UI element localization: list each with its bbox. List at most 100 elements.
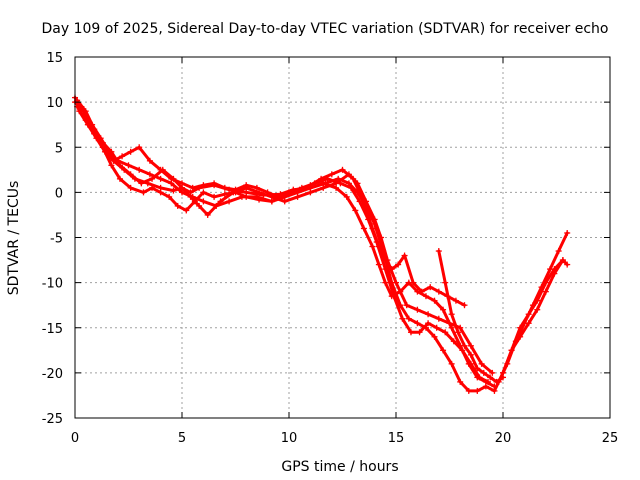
data-point — [221, 191, 228, 198]
data-point — [474, 387, 481, 394]
data-point — [200, 182, 207, 189]
data-point — [369, 243, 376, 250]
y-tick-label: 0 — [55, 186, 63, 201]
data-point — [91, 126, 98, 133]
data-point — [200, 198, 207, 205]
data-point — [318, 175, 325, 182]
y-tick-label: 5 — [55, 141, 63, 156]
data-point — [480, 369, 487, 376]
x-tick-label: 20 — [495, 431, 512, 446]
data-point — [307, 182, 314, 189]
data-point — [116, 175, 123, 182]
data-point — [416, 329, 423, 336]
data-point — [465, 360, 472, 367]
data-point — [76, 108, 83, 115]
series-track-1 — [72, 94, 566, 394]
data-point — [446, 320, 453, 327]
x-tick-label: 25 — [602, 431, 619, 446]
data-point — [82, 108, 89, 115]
data-point — [388, 293, 395, 300]
data-point — [243, 184, 250, 191]
data-point — [256, 196, 263, 203]
series-line — [77, 109, 466, 307]
data-point — [99, 139, 106, 146]
data-point — [440, 306, 447, 313]
series-track-2 — [72, 99, 492, 385]
data-point — [551, 266, 558, 273]
series-track-4 — [76, 108, 468, 309]
series-track-5 — [74, 97, 496, 376]
data-point — [354, 180, 361, 187]
data-point — [422, 293, 429, 300]
data-point — [196, 202, 203, 209]
data-point — [204, 211, 211, 218]
data-point — [375, 243, 382, 250]
data-point — [525, 311, 532, 318]
series-track-8 — [500, 257, 571, 376]
data-point — [281, 198, 288, 205]
data-point — [352, 207, 359, 214]
data-point — [183, 207, 190, 214]
data-point — [442, 329, 449, 336]
data-point — [399, 315, 406, 322]
data-point — [345, 171, 352, 178]
series-track-3 — [74, 103, 498, 390]
data-point — [157, 189, 164, 196]
data-point — [127, 171, 134, 178]
x-axis-ticks: 0 5 10 15 20 25 — [71, 57, 618, 446]
data-point — [448, 360, 455, 367]
x-axis-label: GPS time / hours — [281, 459, 398, 475]
x-tick-label: 10 — [281, 431, 298, 446]
data-point — [339, 166, 346, 173]
data-point — [534, 297, 541, 304]
y-tick-label: -25 — [42, 412, 63, 427]
data-point — [431, 297, 438, 304]
data-point — [211, 180, 218, 187]
data-point — [138, 180, 145, 187]
data-point — [414, 306, 421, 313]
data-point — [127, 148, 134, 155]
data-point — [343, 193, 350, 200]
data-point — [116, 162, 123, 169]
data-point — [448, 311, 455, 318]
data-point — [425, 320, 432, 327]
data-point — [140, 189, 147, 196]
data-point — [146, 171, 153, 178]
data-point — [108, 162, 115, 169]
data-point — [268, 193, 275, 200]
data-point — [360, 225, 367, 232]
data-point — [427, 284, 434, 291]
data-point — [211, 193, 218, 200]
data-point — [433, 324, 440, 331]
x-tick-label: 0 — [71, 431, 79, 446]
data-point — [465, 387, 472, 394]
data-point — [296, 186, 303, 193]
data-point — [378, 234, 385, 241]
data-point — [127, 184, 134, 191]
data-point — [487, 374, 494, 381]
data-point — [467, 351, 474, 358]
data-point — [226, 198, 233, 205]
data-point — [414, 320, 421, 327]
data-point — [363, 198, 370, 205]
data-point — [136, 144, 143, 151]
data-point — [294, 193, 301, 200]
data-point — [542, 279, 549, 286]
data-point — [425, 311, 432, 318]
data-point — [189, 184, 196, 191]
data-point — [243, 193, 250, 200]
data-point — [467, 342, 474, 349]
data-point — [555, 248, 562, 255]
chart-title: Day 109 of 2025, Sidereal Day-to-day VTE… — [42, 21, 609, 37]
data-point — [500, 369, 506, 376]
data-point — [146, 157, 153, 164]
data-point — [482, 378, 489, 385]
data-point — [286, 189, 292, 196]
data-point — [435, 248, 442, 255]
data-point — [384, 257, 391, 264]
data-point — [461, 302, 468, 309]
data-point — [405, 315, 412, 322]
data-point — [159, 166, 166, 173]
data-point — [101, 148, 108, 155]
